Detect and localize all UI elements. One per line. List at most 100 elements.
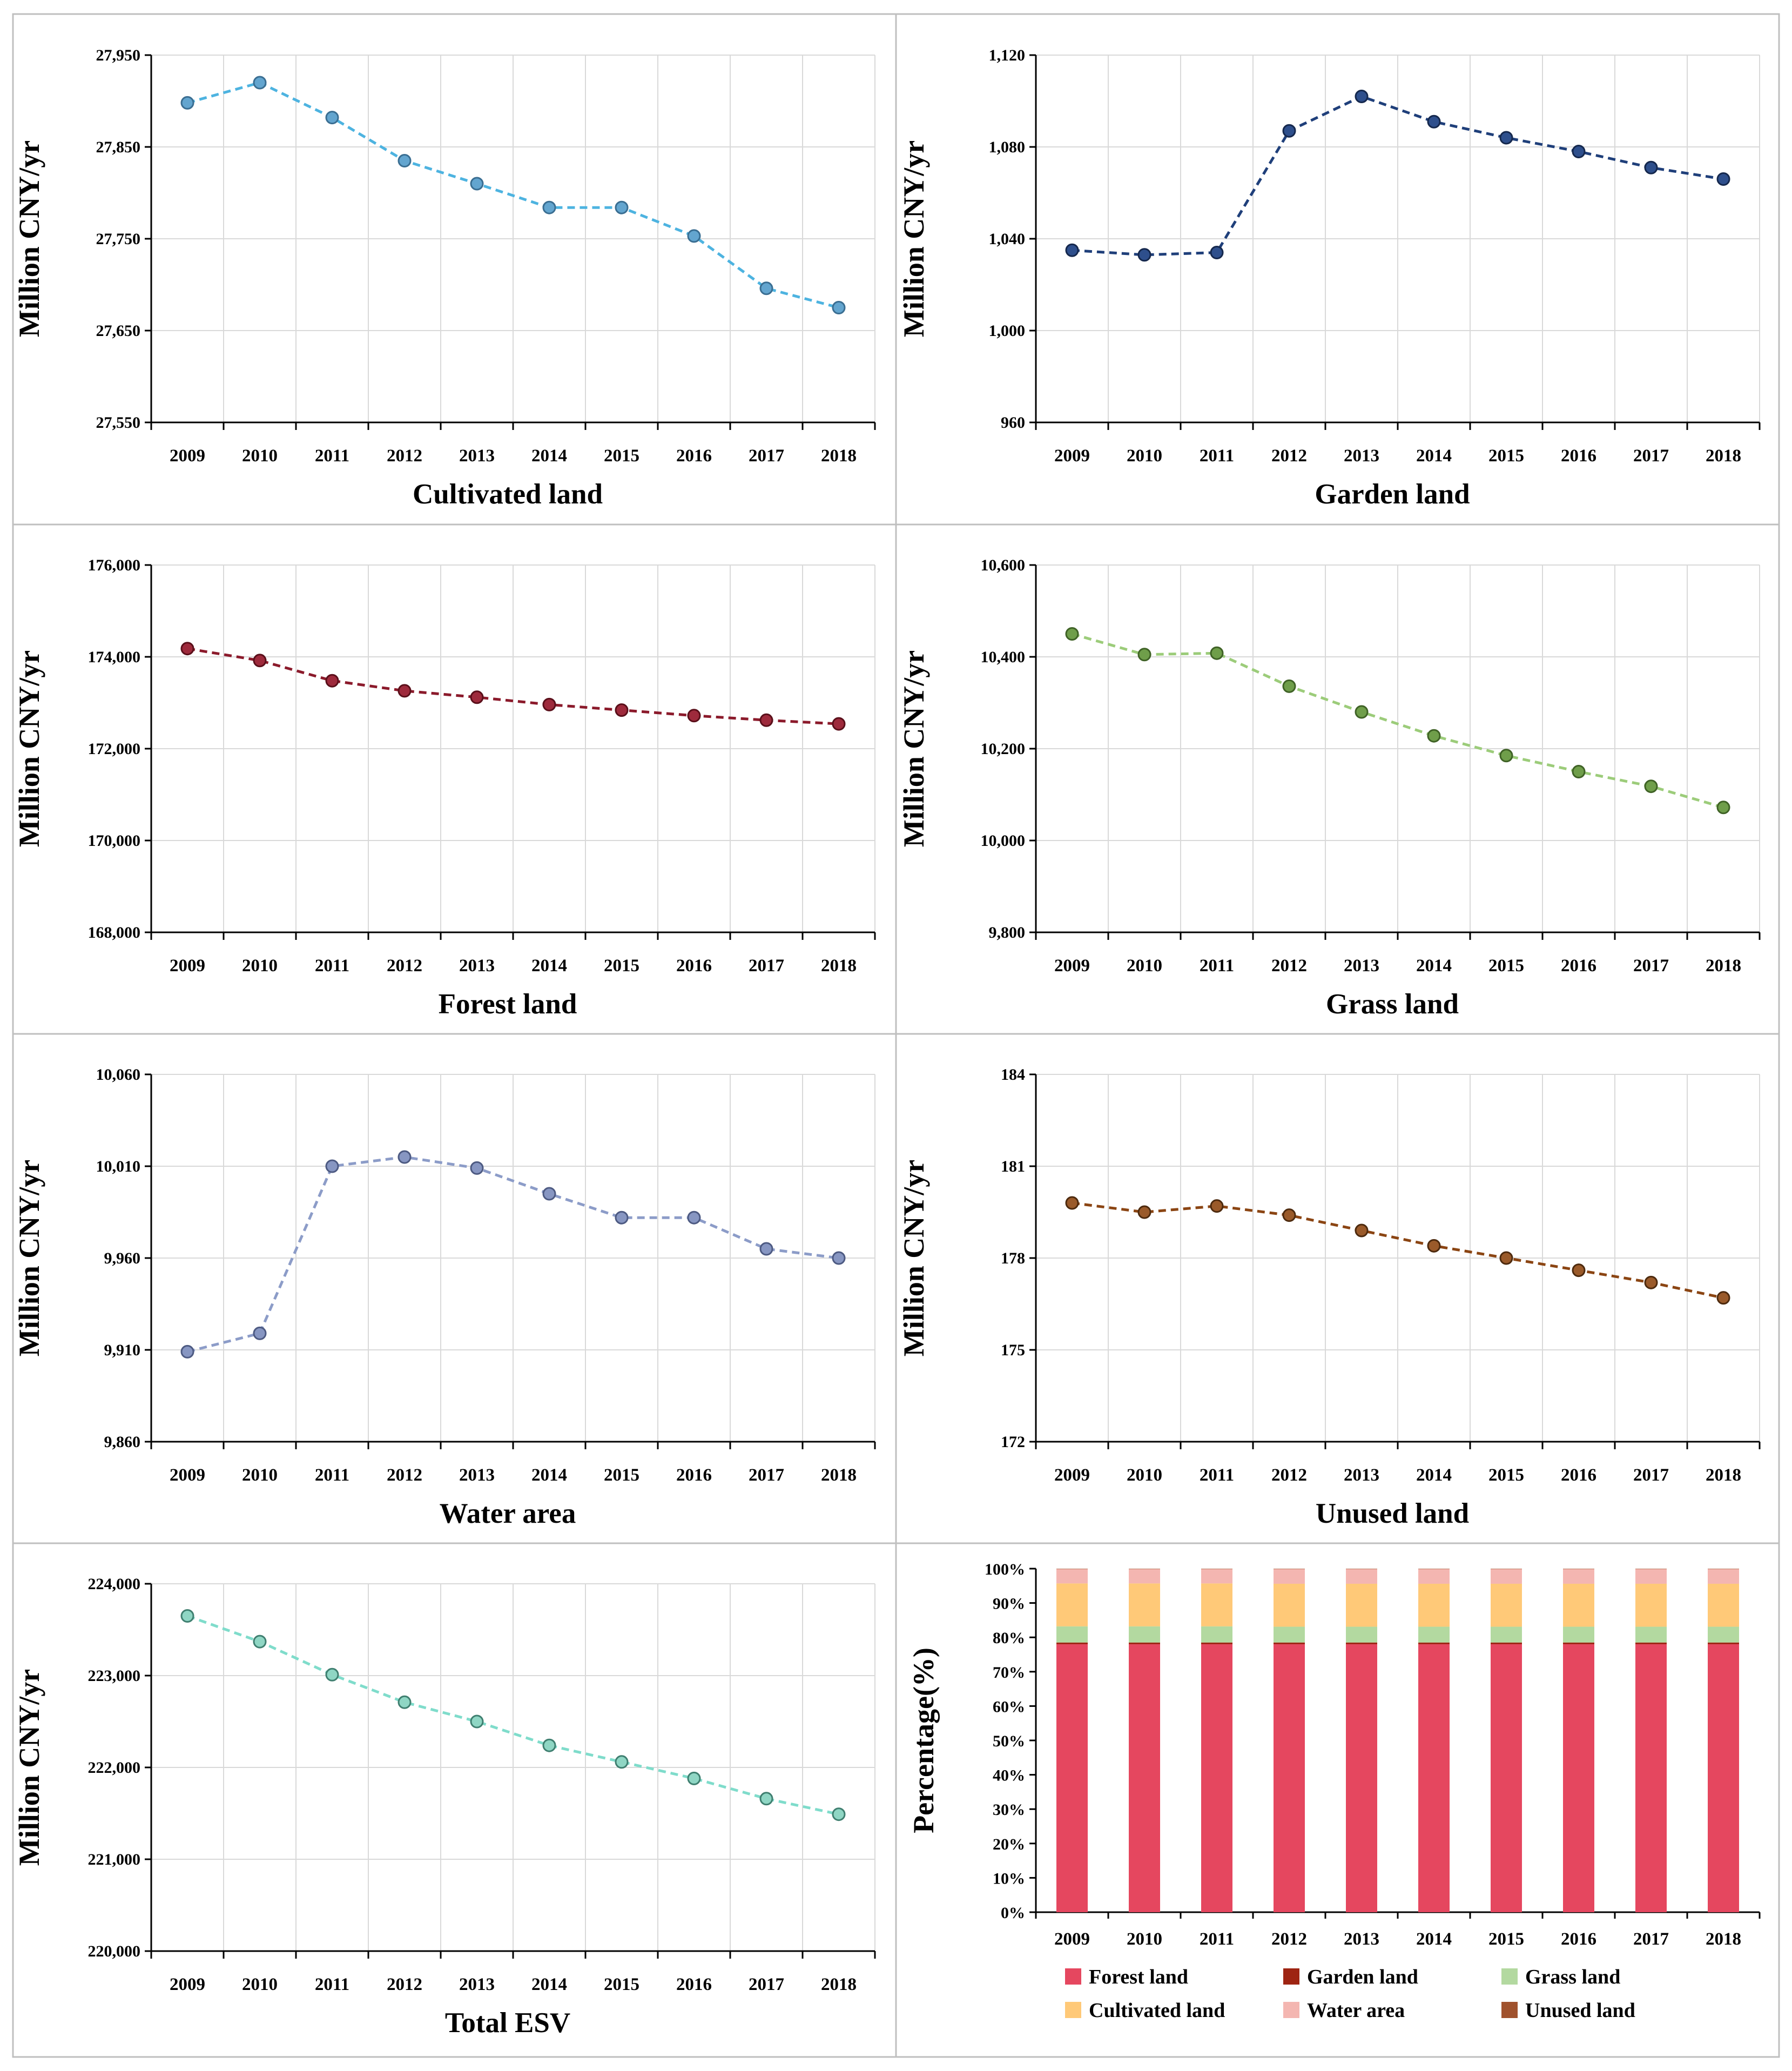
data-point [398, 1150, 412, 1164]
y-axis-title: Million CNY/yr [898, 140, 930, 337]
data-point [470, 1161, 484, 1175]
data-point [1644, 779, 1658, 794]
data-point [1644, 160, 1658, 174]
data-point [615, 703, 629, 717]
x-tick-label: 2013 [459, 1465, 495, 1485]
data-point [1499, 1251, 1513, 1265]
data-point [832, 717, 846, 731]
bar-segment-grass-land [1708, 1626, 1739, 1643]
x-tick-label: 2012 [387, 956, 422, 976]
y-axis-title: Million CNY/yr [898, 1160, 930, 1356]
data-point [1210, 1199, 1224, 1213]
series-line [1072, 1201, 1724, 1300]
y-tick-label: 168,000 [88, 924, 141, 942]
legend-swatch-unused-land [1501, 2002, 1518, 2018]
x-tick-label: 2009 [1054, 446, 1090, 466]
x-tick-label: 2010 [242, 446, 278, 466]
y-tick-label: 221,000 [88, 1851, 141, 1868]
data-point [180, 96, 194, 110]
y-tick-label: 90% [993, 1595, 1025, 1613]
y-tick-label: 224,000 [88, 1575, 141, 1593]
bar-segment-garden-land [1418, 1642, 1450, 1644]
x-tick-label: 2014 [1416, 1465, 1452, 1485]
y-tick-label: 10,060 [96, 1066, 141, 1084]
data-point [687, 1211, 701, 1225]
data-point [1137, 248, 1151, 262]
bar-segment-grass-land [1129, 1626, 1160, 1643]
x-tick-label: 2013 [459, 1975, 495, 1994]
y-tick-label: 0% [1001, 1904, 1025, 1922]
x-tick-label: 2010 [242, 1975, 278, 1994]
data-point [1572, 145, 1586, 158]
data-point [398, 154, 412, 167]
gridlines [1036, 55, 1760, 422]
x-tick-label: 2018 [1706, 1929, 1741, 1949]
x-tick-label: 2009 [1054, 956, 1090, 976]
x-tick-label: 2015 [1488, 956, 1524, 976]
x-tick-label: 2018 [1706, 446, 1741, 466]
data-point [1355, 90, 1369, 103]
data-point [470, 690, 484, 704]
y-axis-title: Million CNY/yr [13, 1160, 45, 1356]
bar-segment-cultivated-land [1635, 1583, 1667, 1627]
chart-unused: 172 175 178 181 184 2009 2010 2011 2012 2013 2014 2… [898, 1066, 1761, 1529]
x-tick-label: 2017 [1633, 1465, 1669, 1485]
data-point [542, 1187, 556, 1201]
x-tick-label: 2013 [459, 956, 495, 976]
data-point [542, 200, 556, 214]
bar-segment-forest-land [1201, 1644, 1232, 1912]
data-point [1282, 679, 1296, 693]
bar-segment-cultivated-land [1056, 1583, 1088, 1626]
x-tick-label: 2016 [1561, 1929, 1596, 1949]
data-point [832, 301, 846, 314]
chart-cultivated: 27,550 27,650 27,750 27,850 27,950 2009 2010 20… [13, 46, 876, 510]
y-tick-label: 1,000 [989, 322, 1026, 340]
x-tick-label: 2010 [1127, 1929, 1162, 1949]
data-point [1572, 765, 1586, 778]
y-tick-label: 20% [993, 1835, 1025, 1853]
x-tick-label: 2012 [387, 1975, 422, 1994]
data-point [1065, 627, 1079, 641]
bar-segment-water-area [1201, 1569, 1232, 1584]
data-point [1282, 124, 1296, 138]
y-tick-label: 50% [993, 1732, 1025, 1750]
data-point [180, 1609, 194, 1623]
data-point [759, 281, 773, 295]
x-tick-label: 2009 [170, 1975, 205, 1994]
bar-segment-cultivated-land [1491, 1583, 1522, 1627]
x-tick-label: 2011 [315, 1975, 349, 1994]
data-point [759, 1242, 773, 1256]
x-tick-label: 2012 [1271, 1929, 1307, 1949]
chart-water: 9,860 9,910 9,960 10,010 10,060 2009 2010 2011 2… [13, 1066, 876, 1529]
chart-garden: 960 1,000 1,040 1,080 1,120 2009 2010 2011 2012 2… [898, 46, 1761, 510]
data-point [1210, 646, 1224, 660]
data-point [615, 1755, 629, 1769]
data-point [1427, 115, 1441, 129]
legend-swatch-forest-land [1065, 1968, 1081, 1985]
x-axis-title: Garden land [1315, 479, 1470, 510]
y-tick-label: 9,910 [104, 1341, 141, 1359]
data-point [325, 111, 339, 125]
y-tick-label: 960 [1001, 414, 1025, 432]
bar-segment-garden-land [1201, 1642, 1232, 1644]
data-point [470, 177, 484, 191]
y-tick-label: 1,080 [989, 138, 1026, 156]
series-line [187, 1615, 839, 1816]
y-tick-label: 10,400 [981, 648, 1026, 666]
bar-segment-forest-land [1056, 1644, 1088, 1912]
bar-segment-grass-land [1418, 1626, 1450, 1643]
x-axis-title: Total ESV [445, 2007, 570, 2039]
y-tick-label: 10,000 [981, 832, 1026, 850]
bar-segment-water-area [1418, 1569, 1450, 1584]
data-point [615, 1211, 629, 1225]
chart-grass: 9,800 10,000 10,200 10,400 10,600 2009 2010 201… [898, 556, 1761, 1020]
bar-segment-water-area [1056, 1569, 1088, 1584]
data-point [325, 1667, 339, 1682]
data-point [1137, 648, 1151, 662]
bar-segment-forest-land [1274, 1644, 1305, 1912]
x-tick-label: 2017 [749, 1465, 784, 1485]
data-point [1644, 1275, 1658, 1289]
x-tick-label: 2016 [1561, 446, 1596, 466]
x-tick-label: 2013 [1344, 1465, 1379, 1485]
